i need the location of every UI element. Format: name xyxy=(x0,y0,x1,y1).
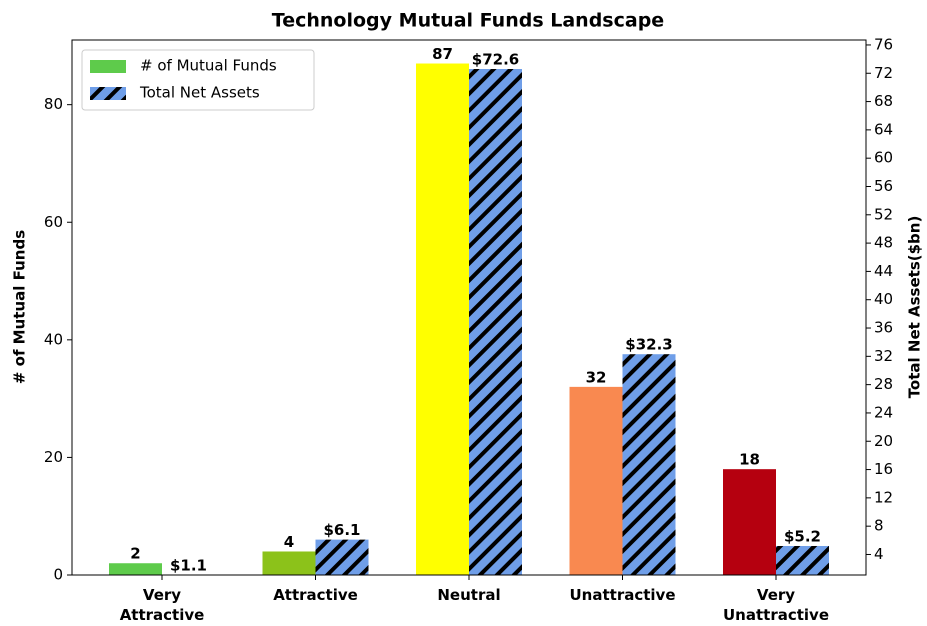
data-label: $1.1 xyxy=(170,557,207,575)
data-label: $72.6 xyxy=(472,51,519,69)
y-tick-label: 80 xyxy=(44,95,63,113)
data-label: 32 xyxy=(586,368,607,386)
x-tick-label: Unattractive xyxy=(570,586,676,604)
y2-tick-label: 28 xyxy=(874,375,893,393)
data-label: 4 xyxy=(284,533,294,551)
bar xyxy=(776,545,829,575)
bar xyxy=(109,563,162,575)
y-tick-label: 60 xyxy=(44,213,63,231)
y-axis-label: # of Mutual Funds xyxy=(11,230,29,384)
legend-label: Total Net Assets xyxy=(139,84,260,102)
y2-tick-label: 48 xyxy=(874,234,893,252)
y2-tick-label: 68 xyxy=(874,92,893,110)
x-tick-label: Very Unattractive xyxy=(723,586,829,624)
y2-tick-label: 12 xyxy=(874,488,893,506)
x-tick-label: Very Attractive xyxy=(120,586,205,624)
y2-tick-label: 64 xyxy=(874,120,893,138)
data-label: 87 xyxy=(432,45,453,63)
data-label: $6.1 xyxy=(323,521,360,539)
y2-tick-label: 76 xyxy=(874,35,893,53)
x-tick-label: Attractive xyxy=(273,586,358,604)
y2-tick-label: 60 xyxy=(874,149,893,167)
data-label: 2 xyxy=(130,545,140,563)
y-tick-label: 0 xyxy=(53,566,63,584)
bar xyxy=(469,69,522,575)
bar xyxy=(622,354,676,575)
y-tick-label: 20 xyxy=(44,448,63,466)
legend-swatch xyxy=(90,60,126,73)
y2-tick-label: 32 xyxy=(874,347,893,365)
legend-box xyxy=(81,49,315,111)
y-tick-label: 40 xyxy=(44,330,63,348)
y2-tick-label: 8 xyxy=(874,517,884,535)
data-label: 18 xyxy=(739,451,760,469)
y2-tick-label: 40 xyxy=(874,290,893,308)
legend-label: # of Mutual Funds xyxy=(140,57,277,75)
data-label: $5.2 xyxy=(784,527,821,545)
x-tick-label: Neutral xyxy=(437,586,500,604)
y2-tick-label: 16 xyxy=(874,460,893,478)
y2-tick-label: 44 xyxy=(874,262,893,280)
y2-tick-label: 24 xyxy=(874,403,893,421)
bar xyxy=(315,539,369,575)
y2-tick-label: 4 xyxy=(874,545,884,563)
y2-tick-label: 20 xyxy=(874,432,893,450)
y2-tick-label: 52 xyxy=(874,205,893,223)
y2-axis-label: Total Net Assets($bn) xyxy=(906,216,924,399)
chart-title: Technology Mutual Funds Landscape xyxy=(272,10,664,32)
bar xyxy=(262,551,316,575)
bar xyxy=(569,386,623,575)
y2-tick-label: 36 xyxy=(874,319,893,337)
y2-tick-label: 72 xyxy=(874,64,893,82)
y2-tick-label: 56 xyxy=(874,177,893,195)
data-label: $32.3 xyxy=(625,336,672,354)
bar xyxy=(723,469,776,575)
bar xyxy=(416,63,469,576)
legend-swatch xyxy=(90,87,126,100)
